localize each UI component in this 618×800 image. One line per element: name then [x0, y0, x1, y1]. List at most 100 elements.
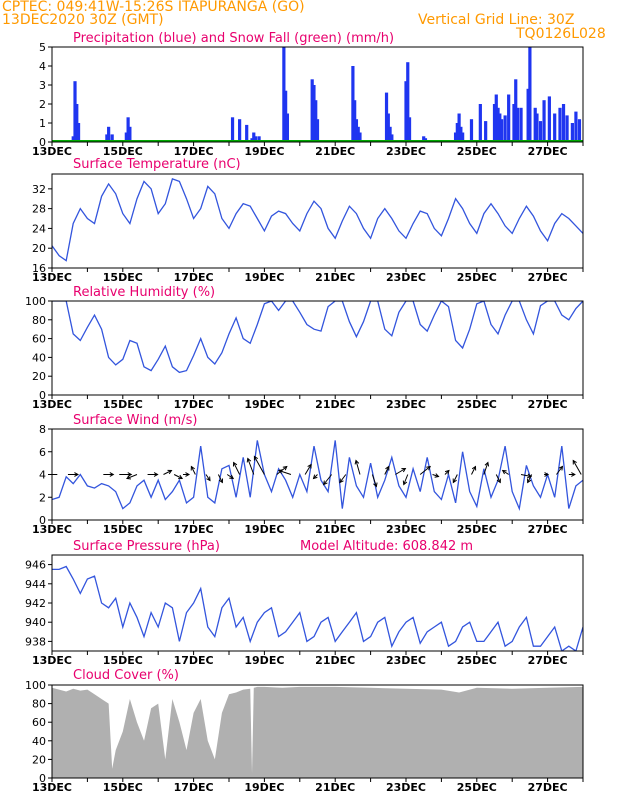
precip-bar — [457, 113, 461, 142]
wind-arrow — [527, 474, 533, 483]
x-tick-label: 23DEC — [386, 271, 426, 284]
x-tick-label: 17DEC — [174, 398, 214, 411]
wind-arrow-head — [185, 472, 191, 477]
wind-arrow-head — [339, 478, 344, 484]
y-tick-label: 80 — [32, 698, 46, 711]
header-date: 13DEC2020 30Z (GMT) — [2, 12, 164, 28]
precip-bar — [384, 92, 389, 142]
wind-arrow-head — [558, 465, 564, 471]
precip-bar — [253, 136, 258, 142]
wind-arrow-head — [401, 467, 407, 473]
y-tick-label: 20 — [32, 242, 46, 255]
wind-arrow-head — [282, 465, 288, 471]
y-tick-label: 0 — [39, 772, 46, 785]
panel-frame — [51, 554, 584, 652]
precip-bar — [107, 126, 111, 142]
precip-bar — [230, 117, 235, 142]
precip-bar — [478, 104, 482, 142]
x-tick-label: 21DEC — [315, 398, 355, 411]
y-tick-label: 100 — [25, 679, 46, 692]
precip-bar — [498, 113, 502, 142]
precip-bar — [285, 113, 290, 142]
x-tick-label: 17DEC — [174, 781, 214, 794]
precip-bar — [404, 81, 408, 142]
precip-bar — [71, 136, 75, 142]
wind-arrow — [432, 474, 439, 477]
y-tick-label: 24 — [32, 222, 46, 235]
plot-area — [52, 47, 583, 142]
wind-arrow — [233, 462, 241, 475]
y-tick-label: 80 — [32, 314, 46, 327]
y-tick-label: 20 — [32, 370, 46, 383]
y-tick-label: 100 — [25, 295, 46, 308]
y-tick-label: 16 — [32, 262, 46, 275]
wind-arrow-head — [452, 478, 457, 484]
y-tick-label: 32 — [32, 183, 46, 196]
y-tick-label: 6 — [39, 446, 46, 459]
x-tick-label: 27DEC — [528, 398, 568, 411]
x-tick-label: 13DEC — [32, 523, 72, 536]
precip-bar — [126, 117, 130, 142]
wind-arrow-head — [527, 478, 532, 484]
panel-2: Relative Humidity (%) 0 20 40 60 80 100 13DEC 15… — [25, 285, 584, 411]
precip-bar — [535, 113, 539, 142]
precip-bar — [312, 85, 316, 142]
x-tick-label: 21DEC — [315, 654, 355, 667]
precip-bar — [353, 100, 357, 142]
precip-bar — [245, 124, 249, 142]
wind-arrow — [163, 470, 172, 475]
precip-bar — [459, 126, 463, 142]
wind-arrow-head — [501, 469, 507, 475]
x-tick-label: 27DEC — [528, 145, 568, 158]
precip-bar — [422, 136, 426, 142]
y-tick-label: 0 — [39, 514, 46, 527]
precip-bar — [455, 123, 459, 142]
y-tick-label: 8 — [39, 423, 46, 436]
x-tick-label: 15DEC — [103, 523, 143, 536]
x-tick-label: 23DEC — [386, 781, 426, 794]
plot-area — [52, 565, 583, 651]
wind-arrow — [126, 474, 138, 479]
precip-bar — [542, 100, 546, 142]
panel-frame — [51, 173, 584, 269]
panel-4: Surface Pressure (hPa) Model Altitude: 60… — [25, 539, 584, 667]
wind-arrow-head — [277, 469, 283, 474]
panel-frame — [51, 684, 584, 779]
x-tick-label: 27DEC — [528, 654, 568, 667]
precip-bar — [512, 104, 516, 142]
wind-arrow-head — [190, 465, 195, 471]
wind-arrow-head — [246, 457, 252, 463]
x-tick-label: 13DEC — [32, 654, 72, 667]
wind-arrow-head — [354, 459, 360, 465]
wind-arrow-head — [323, 480, 328, 486]
x-tick-label: 13DEC — [32, 271, 72, 284]
wind-arrow-head — [444, 469, 450, 475]
precip-bar — [105, 134, 109, 142]
wind-arrow-head — [206, 476, 211, 482]
wind-arrow-head — [153, 472, 159, 477]
y-tick-label: 60 — [32, 716, 46, 729]
precip-bar — [75, 104, 79, 142]
panel-title: Cloud Cover (%) — [73, 668, 179, 683]
wind-arrow — [419, 466, 431, 475]
x-tick-label: 15DEC — [103, 271, 143, 284]
x-tick-label: 15DEC — [103, 145, 143, 158]
precip-bar — [528, 47, 532, 142]
panel-title: Precipitation (blue) and Snow Fall (gree… — [73, 31, 394, 46]
wind-arrow-head — [402, 480, 408, 486]
precip-bar — [503, 115, 507, 142]
wind-arrow — [395, 468, 406, 475]
panel-1: Surface Temperature (nC) 16 20 24 28 32 13DEC 1… — [32, 157, 584, 284]
precip-bar — [570, 123, 574, 142]
precip-bar — [514, 79, 518, 142]
precip-bar — [526, 88, 530, 142]
x-tick-label: 27DEC — [528, 523, 568, 536]
precip-bar — [499, 119, 504, 142]
wind-arrow — [355, 460, 361, 475]
wind-arrow — [452, 474, 458, 483]
panel-title: Surface Wind (m/s) — [73, 413, 197, 428]
x-tick-label: 17DEC — [174, 523, 214, 536]
precip-bar — [494, 94, 498, 142]
wind-arrow — [556, 466, 563, 475]
precip-bar — [386, 113, 390, 142]
